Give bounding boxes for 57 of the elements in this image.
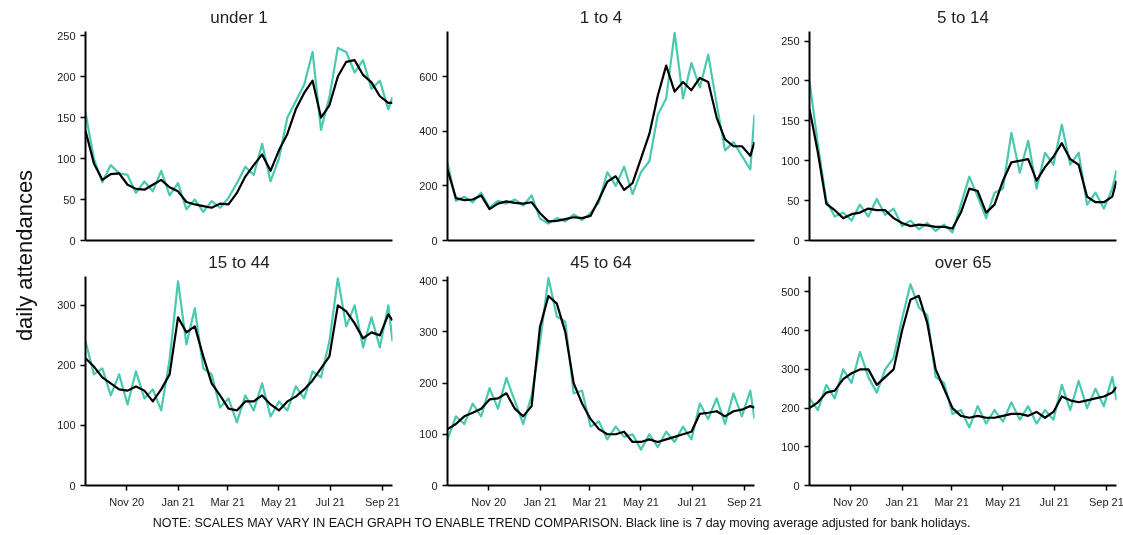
y-tick-label: 200 [781,74,800,87]
y-tick-label: 400 [781,324,800,337]
y-tick-label: 50 [63,193,76,206]
x-tick-label: Sep 21 [726,495,762,508]
text: NOTE: SCALES MAY VARY IN EACH GRAPH TO ENABLE TREND COMPARISON. Black line is 7 day moving average adjusted for bank holidays. [152,515,971,530]
y-tick-label: 400 [419,274,438,287]
x-tick-label: Mar 21 [572,495,607,508]
y-tick-label: 250 [781,35,800,48]
x-tick-label: Mar 21 [934,495,969,508]
chart-title: 1 to 4 [579,7,623,27]
y-tick-label: 0 [69,234,76,247]
x-tick-label: Jan 21 [523,495,557,508]
y-tick-label: 0 [793,479,800,492]
x-tick-label: Sep 21 [1088,495,1123,508]
y-tick-label: 500 [781,285,800,298]
y-axis-title: daily attendances [12,169,37,342]
y-tick-label: 150 [57,111,76,124]
x-tick-label: Nov 20 [471,495,507,508]
x-tick-label: May 21 [260,495,297,508]
y-tick-label: 0 [69,479,76,492]
y-tick-label: 400 [419,125,438,138]
y-tick-label: 250 [57,29,76,42]
x-tick-label: Jan 21 [885,495,919,508]
y-tick-label: 100 [57,419,76,432]
x-tick-label: Sep 21 [364,495,400,508]
y-tick-label: 100 [419,428,438,441]
y-tick-label: 600 [419,70,438,83]
x-tick-label: Jul 21 [1039,495,1069,508]
x-tick-label: Jul 21 [677,495,707,508]
y-tick-label: 150 [781,114,800,127]
y-tick-label: 100 [781,154,800,167]
y-tick-label: 200 [419,179,438,192]
y-tick-label: 300 [419,325,438,338]
chart-title: over 65 [934,252,992,272]
x-tick-label: May 21 [984,495,1021,508]
x-tick-label: Jul 21 [315,495,345,508]
y-tick-label: 300 [57,299,76,312]
chart-title: under 1 [210,7,268,27]
y-tick-label: 200 [57,359,76,372]
y-tick-label: 200 [419,377,438,390]
y-tick-label: 200 [781,402,800,415]
x-tick-label: Jan 21 [161,495,195,508]
y-tick-label: 100 [781,440,800,453]
y-tick-label: 100 [57,152,76,165]
chart-title: 5 to 14 [937,7,990,27]
y-tick-label: 300 [781,363,800,376]
y-tick-label: 0 [431,479,438,492]
y-tick-label: 0 [431,234,438,247]
y-tick-label: 50 [787,194,800,207]
x-tick-label: May 21 [622,495,659,508]
x-tick-label: Nov 20 [833,495,869,508]
x-tick-label: Nov 20 [109,495,145,508]
x-tick-label: Mar 21 [210,495,245,508]
chart-title: 15 to 44 [208,252,270,272]
y-tick-label: 200 [57,70,76,83]
chart-title: 45 to 64 [570,252,632,272]
y-tick-label: 0 [793,234,800,247]
